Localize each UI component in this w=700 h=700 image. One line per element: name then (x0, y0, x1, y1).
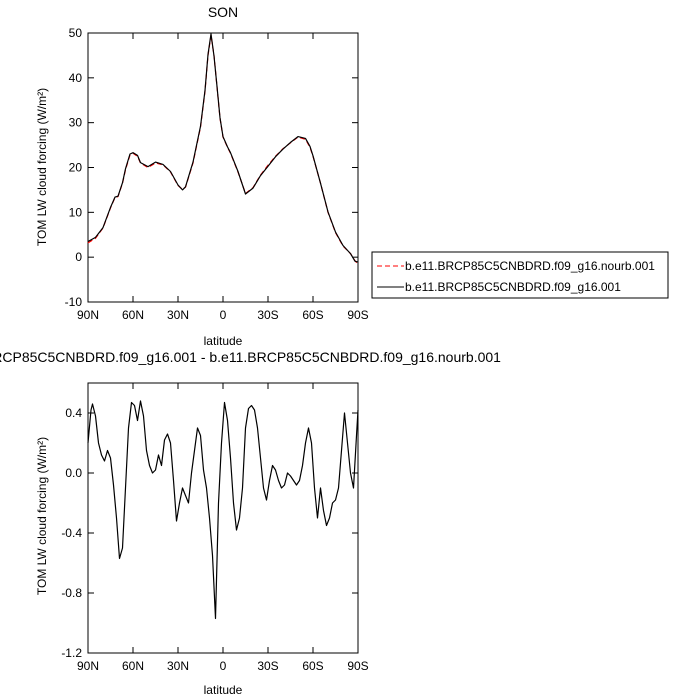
top-y-tick-label: 30 (69, 116, 83, 130)
bottom-chart-title: b.e11.BRCP85C5CNBDRD.f09_g16.001 - b.e11… (0, 349, 501, 365)
top-axis-ticks: 90N 60N 30N 0 30S 60S 90S -10 0 10 20 30 40 50 (65, 26, 369, 322)
bottom-y-tick-label: 0.0 (65, 466, 82, 480)
bottom-y-tick-label: -0.4 (61, 526, 82, 540)
top-y-tick-label: 40 (69, 71, 83, 85)
top-y-tick-label: 10 (69, 205, 83, 219)
top-x-tick-label: 90N (77, 308, 99, 322)
top-y-tick-label: 20 (69, 161, 83, 175)
top-y-tick-label: -10 (65, 295, 83, 309)
bottom-y-tick-label: -1.2 (61, 646, 82, 660)
top-y-axis-label: TOM LW cloud forcing (W/m²) (35, 88, 49, 246)
bottom-x-tick-label: 0 (220, 659, 227, 673)
top-x-axis-label: latitude (204, 334, 243, 348)
top-series-lines (87, 33, 359, 265)
bottom-panel: b.e11.BRCP85C5CNBDRD.f09_g16.001 - b.e11… (0, 349, 501, 697)
bottom-series-lines (87, 400, 359, 620)
top-x-tick-label: 90S (347, 308, 368, 322)
top-x-tick-label: 60S (302, 308, 323, 322)
bottom-y-tick-label: -0.8 (61, 586, 82, 600)
top-x-tick-label: 30N (167, 308, 189, 322)
top-x-tick-label: 60N (122, 308, 144, 322)
bottom-x-tick-label: 60N (122, 659, 144, 673)
top-chart-title: SON (208, 4, 238, 20)
bottom-y-tick-label: 0.4 (65, 406, 82, 420)
top-series-line-1 (87, 33, 359, 263)
bottom-y-axis-label: TOM LW cloud forcing (W/m²) (35, 437, 49, 595)
bottom-x-tick-label: 90S (347, 659, 368, 673)
bottom-x-tick-label: 90N (77, 659, 99, 673)
legend-box (371, 251, 669, 299)
top-panel: SON TOM LW cloud forcing (W/m²) latitude… (35, 4, 669, 348)
top-y-tick-label: 0 (75, 250, 82, 264)
legend-label-nourb: b.e11.BRCP85C5CNBDRD.f09_g16.nourb.001 (405, 259, 655, 273)
bottom-x-tick-label: 60S (302, 659, 323, 673)
bottom-axis-ticks: 90N 60N 30N 0 30S 60S 90S -1.2 -0.8 -0.4 0.0 0.4 (61, 383, 369, 673)
top-series-line-0 (87, 34, 359, 265)
top-y-tick-label: 50 (69, 26, 83, 40)
bottom-x-axis-label: latitude (204, 683, 243, 697)
top-x-tick-label: 0 (220, 308, 227, 322)
top-plot-frame (87, 32, 359, 303)
bottom-x-tick-label: 30N (167, 659, 189, 673)
bottom-x-tick-label: 30S (257, 659, 278, 673)
legend-label-control: b.e11.BRCP85C5CNBDRD.f09_g16.001 (405, 280, 621, 294)
top-x-tick-label: 30S (257, 308, 278, 322)
bottom-series-line-0 (87, 400, 359, 620)
